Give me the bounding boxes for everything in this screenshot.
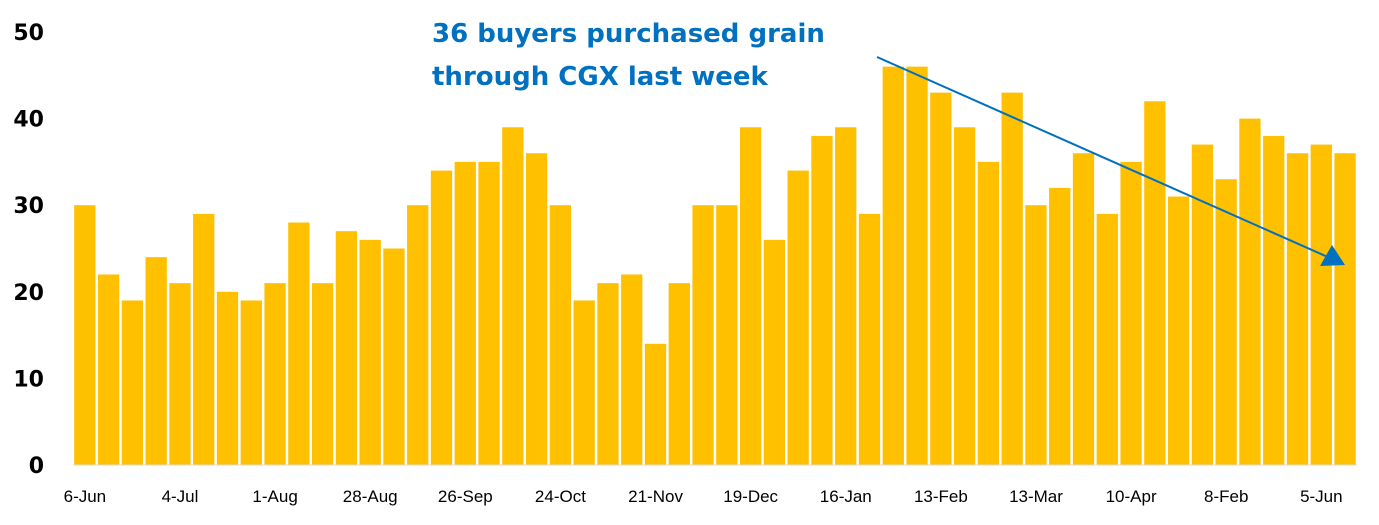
bar [1001,92,1023,466]
bar [858,213,881,465]
bar [383,248,405,465]
y-tick-label: 10 [13,367,44,392]
bar [953,127,976,465]
x-tick-label: 24-Oct [535,487,586,506]
bar [1120,161,1142,465]
x-axis: 6-Jun 4-Jul 1-Aug 28-Aug 26-Sep 24-Oct 21-Nov 1… [64,487,1343,506]
bar [1072,153,1095,466]
bar [1167,196,1190,466]
y-axis: 0 10 20 30 40 50 [13,21,44,479]
bar [930,92,952,466]
bar [1096,213,1118,465]
x-tick-label: 16-Jan [820,487,872,506]
bar [1049,187,1071,465]
bar [121,300,144,465]
bar [692,205,714,465]
bar [835,127,857,465]
x-tick-label: 4-Jul [162,487,199,506]
x-tick-label: 19-Dec [723,487,778,506]
x-tick-label: 8-Feb [1204,487,1248,506]
bar [525,153,548,466]
trend-arrow-head-icon [1320,245,1345,266]
bar [288,222,310,465]
bar [430,170,453,465]
bar [1144,101,1166,465]
bar [1191,144,1214,465]
bar [1310,144,1332,465]
bar [240,300,262,465]
bar [193,213,215,465]
bar [1334,153,1356,466]
bar [478,161,500,465]
x-tick-label: 5-Jun [1300,487,1343,506]
bar [977,161,1000,465]
annotation-line-1: 36 buyers purchased grain [432,19,825,49]
bar [668,283,690,465]
bar [549,205,572,465]
y-tick-label: 30 [13,194,44,219]
bars [74,66,1356,466]
bar [311,283,334,465]
bar [264,283,286,465]
x-tick-label: 13-Feb [914,487,968,506]
bar [811,135,833,466]
bar [739,127,762,465]
bar [359,239,381,465]
bar [621,274,643,465]
bar [716,205,738,465]
bar [216,291,239,465]
bar [335,231,358,465]
annotation-line-2: through CGX last week [432,62,769,92]
bar [1286,153,1309,466]
bar [882,66,904,465]
bar [573,300,595,465]
annotation: 36 buyers purchased grain through CGX la… [432,19,1345,266]
bar [169,283,191,465]
trend-arrow-line [876,56,1331,259]
bar [74,205,96,465]
bar [97,274,120,465]
bar [502,127,524,465]
bar [644,343,667,465]
bar [1025,205,1047,465]
y-tick-label: 50 [13,21,44,46]
bar [787,170,809,465]
bar [454,161,476,465]
bar [1239,118,1261,465]
bar [145,257,167,465]
bar [597,283,619,465]
x-tick-label: 13-Mar [1009,487,1063,506]
x-tick-label: 26-Sep [438,487,493,506]
x-tick-label: 6-Jun [64,487,107,506]
y-tick-label: 20 [13,281,44,306]
bar [1263,135,1285,466]
x-tick-label: 28-Aug [343,487,398,506]
bar [407,205,429,465]
bar [763,239,786,465]
y-tick-label: 0 [29,454,44,479]
bar [1215,179,1237,465]
x-tick-label: 21-Nov [628,487,683,506]
y-tick-label: 40 [13,108,44,133]
x-tick-label: 10-Apr [1106,487,1157,506]
x-tick-label: 1-Aug [252,487,297,506]
bar [906,66,928,465]
